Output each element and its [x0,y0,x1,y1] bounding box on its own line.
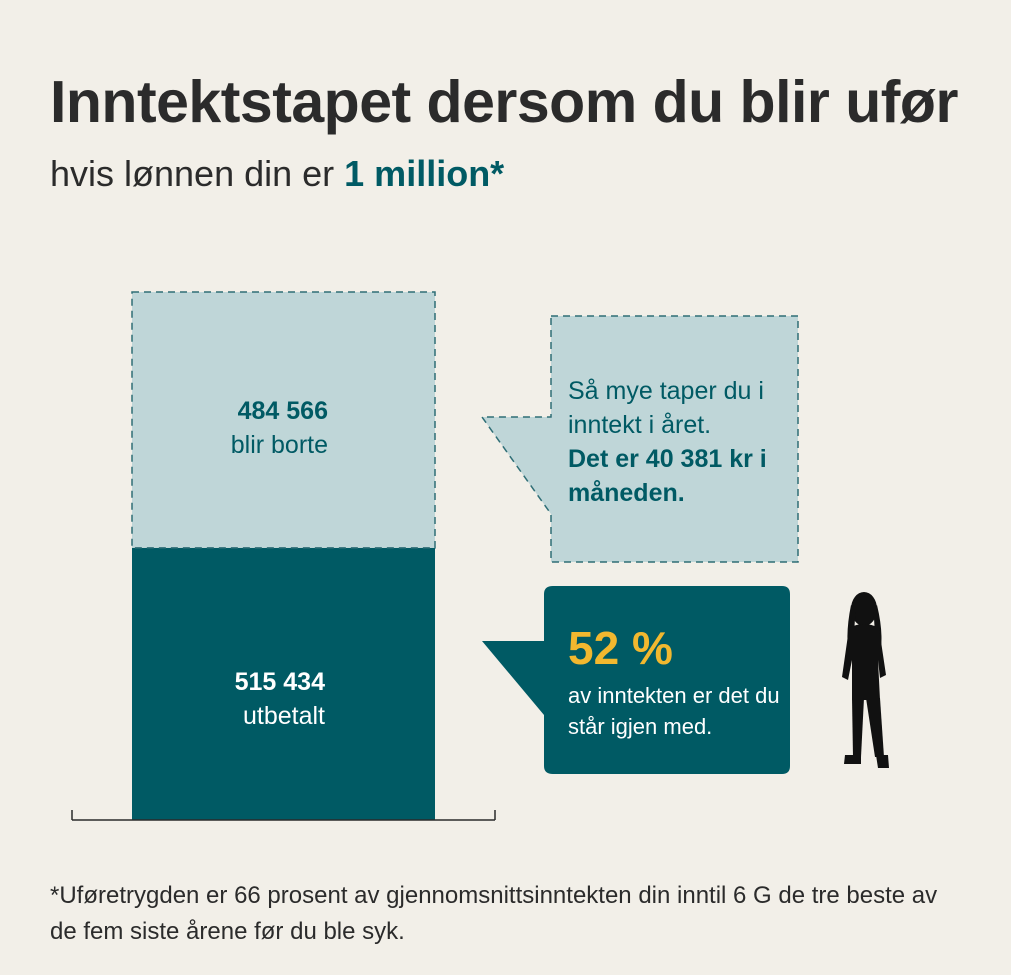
page-title: Inntektstapet dersom du blir ufør [50,69,958,135]
loss-callout-bubble [480,315,799,563]
paid-amount-text: utbetalt [242,702,325,730]
loss-callout-bold: Det er 40 381 kr i måneden. [568,445,767,507]
remaining-callout-bubble [482,586,790,774]
lost-amount-value: 484 566 [237,397,328,425]
remaining-percent: 52 % [568,622,673,674]
lost-amount-label: 484 566 blir borte [180,394,328,462]
paid-amount-value: 515 434 [234,668,325,696]
footnote: *Uføretrygden er 66 prosent av gjennomsn… [50,882,938,945]
subtitle-highlight: 1 million* [344,153,505,194]
loss-callout-text: Så mye taper du i inntekt i året. Det er… [568,374,793,510]
subtitle: hvis lønnen din er 1 million* [50,153,504,195]
paid-amount-label: 515 434 utbetalt [180,665,325,733]
remaining-callout-text: 52 % av inntekten er det du står igjen m… [568,620,788,742]
loss-callout-body: Så mye taper du i inntekt i året. [568,377,764,439]
bar-paid [132,547,435,820]
subtitle-prefix: hvis lønnen din er [50,153,345,194]
bar-stack [131,291,436,820]
person-silhouette-icon [842,592,889,768]
lost-amount-text: blir borte [230,431,328,459]
bar-lost [131,291,436,549]
remaining-callout-body: av inntekten er det du står igjen med. [568,683,780,739]
